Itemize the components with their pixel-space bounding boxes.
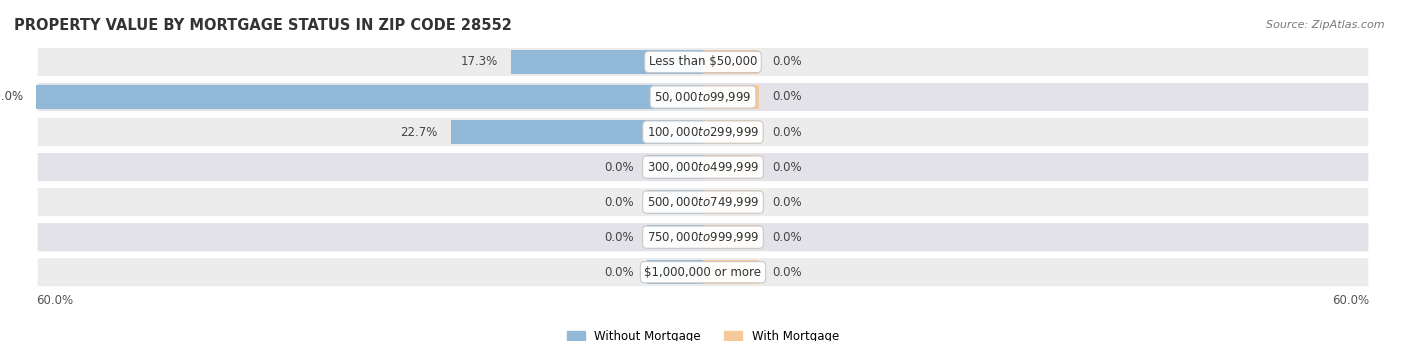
Text: 0.0%: 0.0% (772, 231, 801, 244)
Text: $500,000 to $749,999: $500,000 to $749,999 (647, 195, 759, 209)
Text: $300,000 to $499,999: $300,000 to $499,999 (647, 160, 759, 174)
Bar (703, 190, 759, 214)
Text: 60.0%: 60.0% (0, 90, 22, 104)
FancyBboxPatch shape (37, 81, 1369, 113)
Text: $50,000 to $99,999: $50,000 to $99,999 (654, 90, 752, 104)
Text: 22.7%: 22.7% (401, 125, 437, 138)
Text: $100,000 to $299,999: $100,000 to $299,999 (647, 125, 759, 139)
Text: 0.0%: 0.0% (605, 231, 634, 244)
Text: $750,000 to $999,999: $750,000 to $999,999 (647, 230, 759, 244)
Bar (703, 50, 759, 74)
Bar (37, 85, 703, 109)
Bar (703, 120, 759, 144)
Text: 60.0%: 60.0% (1333, 294, 1369, 307)
Bar (703, 85, 759, 109)
Bar (451, 120, 703, 144)
Text: 0.0%: 0.0% (605, 161, 634, 174)
Text: $1,000,000 or more: $1,000,000 or more (644, 266, 762, 279)
FancyBboxPatch shape (37, 46, 1369, 77)
FancyBboxPatch shape (37, 257, 1369, 288)
Bar (647, 190, 703, 214)
Text: 60.0%: 60.0% (37, 294, 73, 307)
Legend: Without Mortgage, With Mortgage: Without Mortgage, With Mortgage (567, 330, 839, 341)
Text: 17.3%: 17.3% (460, 56, 498, 69)
Text: 0.0%: 0.0% (772, 56, 801, 69)
Text: Less than $50,000: Less than $50,000 (648, 56, 758, 69)
Text: 0.0%: 0.0% (772, 90, 801, 104)
Text: 0.0%: 0.0% (605, 196, 634, 209)
Text: 0.0%: 0.0% (772, 161, 801, 174)
Text: PROPERTY VALUE BY MORTGAGE STATUS IN ZIP CODE 28552: PROPERTY VALUE BY MORTGAGE STATUS IN ZIP… (14, 18, 512, 33)
Text: 0.0%: 0.0% (772, 196, 801, 209)
Text: Source: ZipAtlas.com: Source: ZipAtlas.com (1267, 20, 1385, 30)
FancyBboxPatch shape (37, 222, 1369, 253)
Bar (647, 260, 703, 284)
FancyBboxPatch shape (37, 152, 1369, 182)
Bar (647, 225, 703, 249)
Bar (647, 155, 703, 179)
Bar (703, 225, 759, 249)
Bar (510, 50, 703, 74)
Bar (703, 155, 759, 179)
FancyBboxPatch shape (37, 117, 1369, 147)
Bar (703, 260, 759, 284)
Text: 0.0%: 0.0% (772, 125, 801, 138)
Text: 0.0%: 0.0% (772, 266, 801, 279)
Text: 0.0%: 0.0% (605, 266, 634, 279)
FancyBboxPatch shape (37, 187, 1369, 218)
